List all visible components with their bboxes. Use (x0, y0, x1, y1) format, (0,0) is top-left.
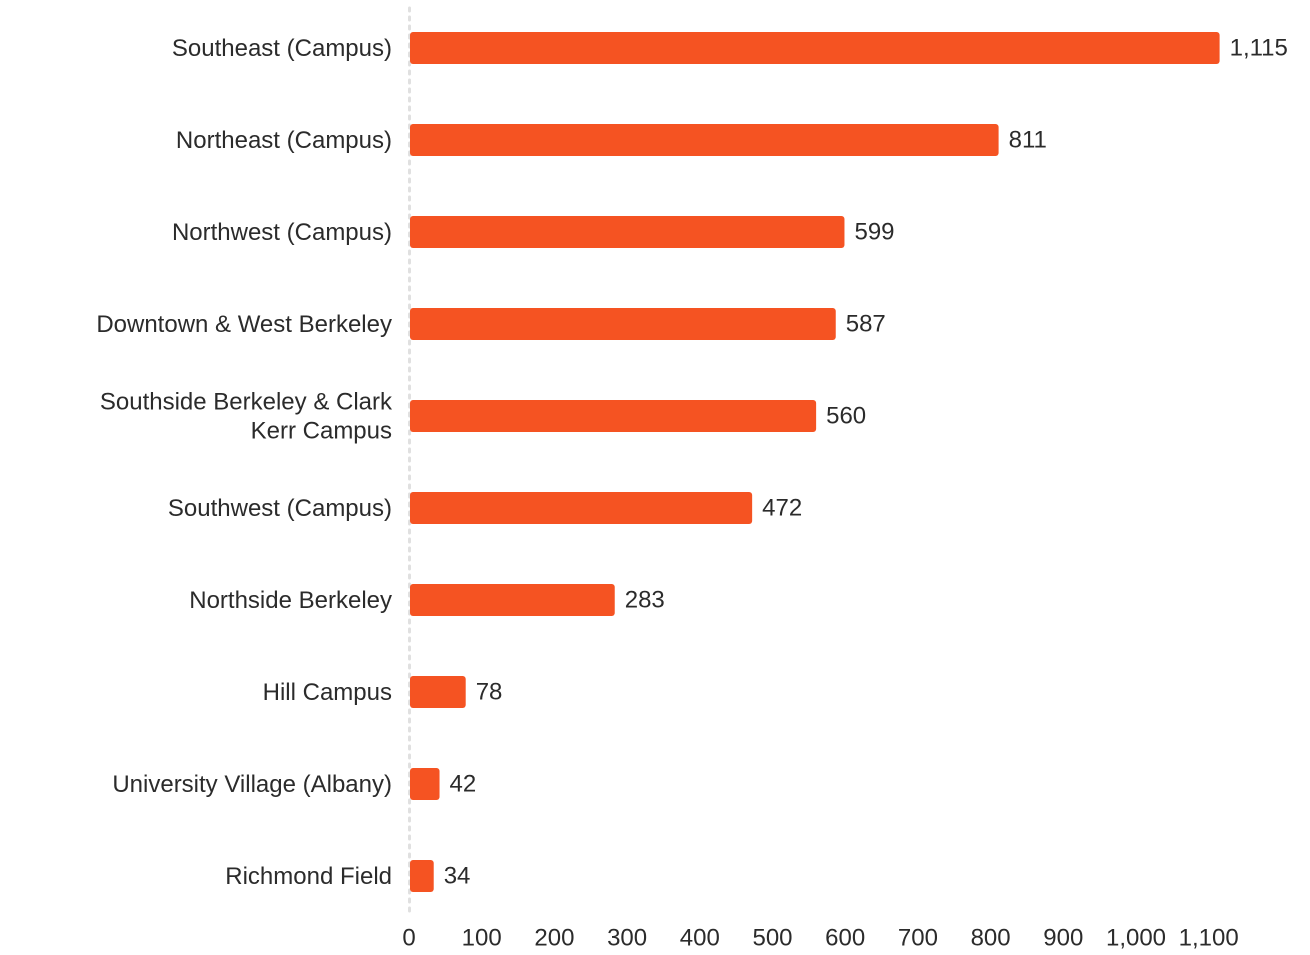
bars-group (410, 32, 1220, 892)
value-label: 599 (854, 219, 894, 246)
x-tick-label: 1,100 (1179, 925, 1239, 952)
category-label: Northwest (Campus) (172, 219, 392, 246)
category-label: Hill Campus (263, 679, 392, 706)
x-tick-label: 0 (402, 925, 415, 952)
value-label: 34 (444, 863, 471, 890)
x-tick-label: 400 (680, 925, 720, 952)
x-tick-label: 800 (971, 925, 1011, 952)
value-label: 811 (1009, 127, 1047, 154)
bar (410, 860, 434, 892)
bar (410, 768, 440, 800)
x-tick-label: 200 (534, 925, 574, 952)
category-label: University Village (Albany) (112, 771, 392, 798)
bar (410, 676, 466, 708)
x-axis-ticks-group: 0 100 200 300 400 500 600 700 800 900 1,000 1,100 (402, 925, 1238, 952)
bar (410, 32, 1220, 64)
value-labels-group: 1,115 811 599 587 560 472 283 78 42 34 (444, 35, 1288, 890)
x-tick-label: 600 (825, 925, 865, 952)
value-label: 587 (846, 311, 886, 338)
bar (410, 124, 999, 156)
x-tick-label: 900 (1043, 925, 1083, 952)
category-label: Downtown & West Berkeley (96, 311, 392, 338)
category-label: Northeast (Campus) (176, 127, 392, 154)
category-labels-group: Southeast (Campus) Northeast (Campus) Nort… (96, 35, 393, 890)
bar (410, 492, 753, 524)
category-label: Southwest (Campus) (168, 495, 392, 522)
value-label: 472 (762, 495, 802, 522)
bar (410, 584, 615, 616)
category-label: Southeast (Campus) (172, 35, 392, 62)
x-tick-label: 500 (752, 925, 792, 952)
bar (410, 216, 845, 248)
value-label: 78 (476, 679, 503, 706)
value-label: 1,115 (1230, 35, 1288, 62)
category-label: Southside Berkeley & Clark Kerr Campus (100, 388, 393, 444)
x-tick-label: 1,000 (1106, 925, 1166, 952)
bar (410, 308, 836, 340)
x-tick-label: 300 (607, 925, 647, 952)
value-label: 560 (826, 403, 866, 430)
x-tick-label: 100 (462, 925, 502, 952)
bar (410, 400, 817, 432)
value-label: 42 (450, 771, 477, 798)
value-label: 283 (625, 587, 665, 614)
x-tick-label: 700 (898, 925, 938, 952)
category-label: Northside Berkeley (189, 587, 392, 614)
category-label: Richmond Field (225, 863, 392, 890)
